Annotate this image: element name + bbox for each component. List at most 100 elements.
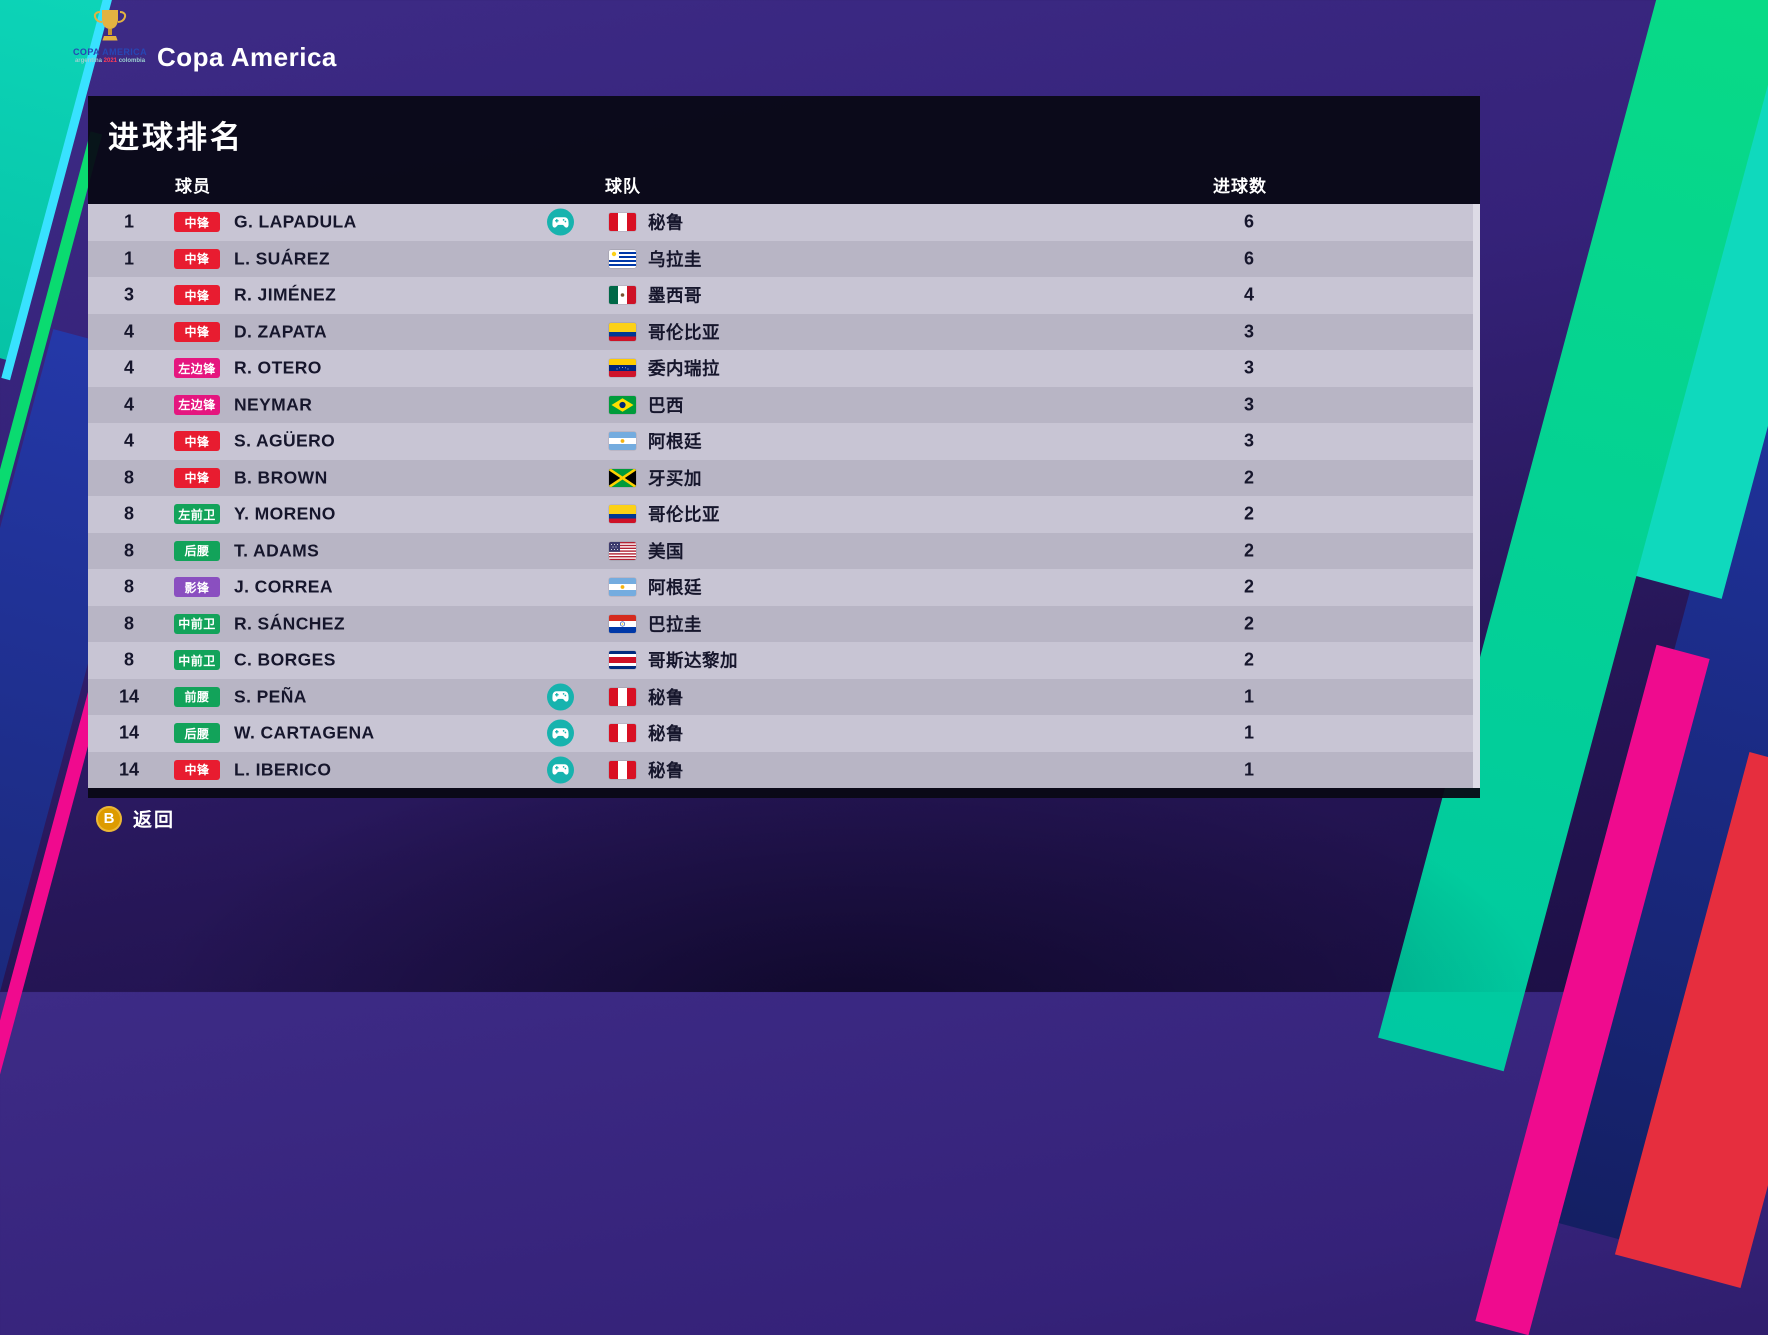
- rank-cell: 3: [123, 284, 134, 305]
- scrollbar-thumb[interactable]: [1473, 204, 1480, 788]
- player-name: G. LAPADULA: [234, 211, 357, 232]
- flag-uruguay-icon: [609, 249, 636, 268]
- table-row[interactable]: 8 中前卫 R. SÁNCHEZ 巴拉圭 2: [88, 605, 1474, 642]
- column-header-team: 球队: [605, 177, 641, 196]
- flag-paraguay-icon: [609, 614, 636, 633]
- team-name: 哥伦比亚: [648, 504, 720, 525]
- gamepad-icon: [552, 728, 569, 739]
- player-name: S. PEÑA: [234, 686, 307, 707]
- goals-cell: 1: [1243, 759, 1254, 780]
- player-name: T. ADAMS: [234, 540, 320, 561]
- table-row[interactable]: 14 中锋 L. IBERICO 秘鲁 1: [88, 751, 1474, 788]
- controller-icon: [547, 719, 574, 747]
- team-name: 美国: [648, 541, 684, 562]
- position-badge: 中锋: [174, 285, 220, 306]
- player-name: S. AGÜERO: [234, 430, 336, 451]
- team-name: 委内瑞拉: [648, 358, 720, 379]
- goals-cell: 3: [1243, 357, 1254, 378]
- logo-subtitle-right: colombia: [118, 57, 146, 64]
- rank-cell: 8: [123, 613, 134, 634]
- table-row[interactable]: 8 中前卫 C. BORGES 哥斯达黎加 2: [88, 642, 1474, 679]
- position-badge: 中前卫: [174, 650, 220, 671]
- flag-venezuela-icon: [609, 359, 636, 378]
- ranking-rows: 1 中锋 G. LAPADULA 秘鲁 6 1 中锋 L. SUÁREZ: [88, 204, 1474, 788]
- table-row[interactable]: 4 中锋 D. ZAPATA 哥伦比亚 3: [88, 313, 1474, 350]
- team-name: 哥斯达黎加: [648, 650, 738, 671]
- goals-cell: 6: [1243, 211, 1254, 232]
- column-header-player: 球员: [175, 177, 211, 196]
- back-control[interactable]: B 返回: [96, 805, 175, 832]
- table-row[interactable]: 8 后腰 T. ADAMS 美国 2: [88, 532, 1474, 569]
- goals-cell: 4: [1243, 284, 1254, 305]
- rank-cell: 1: [123, 248, 134, 269]
- flag-mexico-icon: [609, 286, 636, 305]
- flag-argentina-icon: [609, 432, 636, 451]
- table-row[interactable]: 8 中锋 B. BROWN 牙买加 2: [88, 459, 1474, 496]
- rank-cell: 14: [118, 722, 140, 743]
- player-name: L. SUÁREZ: [234, 248, 330, 269]
- competition-title: Copa America: [157, 42, 337, 72]
- player-name: B. BROWN: [234, 467, 328, 488]
- rank-cell: 1: [123, 211, 134, 232]
- position-badge: 中前卫: [174, 613, 220, 634]
- rank-cell: 4: [123, 357, 134, 378]
- team-name: 秘鲁: [648, 723, 684, 744]
- table-row[interactable]: 1 中锋 G. LAPADULA 秘鲁 6: [88, 204, 1474, 241]
- rank-cell: 8: [123, 649, 134, 670]
- team-name: 巴拉圭: [648, 614, 702, 635]
- team-name: 哥伦比亚: [648, 322, 720, 343]
- app-header: COPA AMERICA argentina 2021 colombia Cop…: [0, 0, 1768, 96]
- goals-cell: 2: [1243, 503, 1254, 524]
- page-title: 进球排名: [108, 120, 244, 155]
- position-badge: 影锋: [174, 577, 220, 598]
- position-badge: 中锋: [174, 431, 220, 452]
- table-row[interactable]: 4 左边锋 NEYMAR 巴西 3: [88, 386, 1474, 423]
- rank-cell: 14: [118, 686, 140, 707]
- goals-cell: 3: [1243, 321, 1254, 342]
- flag-argentina-icon: [609, 578, 636, 597]
- position-badge: 后腰: [174, 540, 220, 561]
- goals-cell: 2: [1243, 540, 1254, 561]
- goals-cell: 3: [1243, 430, 1254, 451]
- logo-subtitle: argentina 2021 colombia: [70, 58, 150, 65]
- position-badge: 中锋: [174, 759, 220, 780]
- table-row[interactable]: 4 左边锋 R. OTERO 委内瑞拉 3: [88, 350, 1474, 387]
- table-row[interactable]: 4 中锋 S. AGÜERO 阿根廷 3: [88, 423, 1474, 460]
- player-name: D. ZAPATA: [234, 321, 328, 342]
- table-row[interactable]: 14 前腰 S. PEÑA 秘鲁 1: [88, 678, 1474, 715]
- player-name: R. JIMÉNEZ: [234, 284, 337, 305]
- player-name: J. CORREA: [234, 576, 333, 597]
- rank-cell: 8: [123, 576, 134, 597]
- table-row[interactable]: 8 左前卫 Y. MORENO 哥伦比亚 2: [88, 496, 1474, 533]
- rank-cell: 14: [118, 759, 140, 780]
- back-label: 返回: [133, 810, 176, 831]
- rank-cell: 4: [123, 430, 134, 451]
- position-badge: 中锋: [174, 248, 220, 269]
- table-row[interactable]: 1 中锋 L. SUÁREZ 乌拉圭 6: [88, 240, 1474, 277]
- scrollbar[interactable]: [1473, 204, 1480, 788]
- logo-year: 2021: [103, 57, 118, 64]
- gamepad-icon: [552, 764, 569, 775]
- table-row[interactable]: 8 影锋 J. CORREA 阿根廷 2: [88, 569, 1474, 606]
- goals-cell: 3: [1243, 394, 1254, 415]
- copa-america-logo: COPA AMERICA argentina 2021 colombia: [70, 8, 150, 92]
- goals-cell: 1: [1243, 686, 1254, 707]
- b-button-icon[interactable]: B: [96, 805, 122, 832]
- table-row[interactable]: 3 中锋 R. JIMÉNEZ 墨西哥 4: [88, 277, 1474, 314]
- gamepad-icon: [552, 217, 569, 228]
- rank-cell: 4: [123, 321, 134, 342]
- team-name: 秘鲁: [648, 687, 684, 708]
- team-name: 巴西: [648, 395, 684, 416]
- player-name: Y. MORENO: [234, 503, 336, 524]
- position-badge: 中锋: [174, 212, 220, 233]
- table-row[interactable]: 14 后腰 W. CARTAGENA 秘鲁 1: [88, 715, 1474, 752]
- logo-subtitle-left: argentina: [74, 57, 102, 64]
- position-badge: 中锋: [174, 321, 220, 342]
- team-name: 秘鲁: [648, 760, 684, 781]
- controller-icon: [547, 208, 574, 236]
- team-name: 墨西哥: [648, 285, 702, 306]
- rank-cell: 8: [123, 467, 134, 488]
- position-badge: 前腰: [174, 686, 220, 707]
- flag-peru-icon: [609, 760, 636, 779]
- player-name: W. CARTAGENA: [234, 722, 375, 743]
